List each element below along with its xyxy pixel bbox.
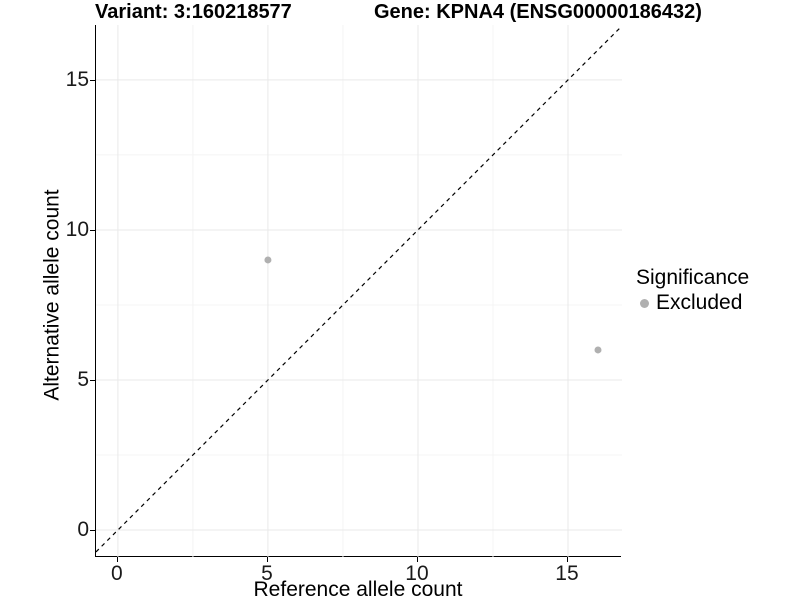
- x-tick-label: 10: [405, 562, 429, 585]
- y-tick-label: 10: [65, 217, 89, 241]
- gene-title: Gene: KPNA4 (ENSG00000186432): [374, 1, 702, 23]
- y-tick-mark: [90, 229, 95, 231]
- y-tick-label: 15: [65, 67, 89, 91]
- plot-canvas: [96, 25, 622, 557]
- x-tick-mark: [566, 557, 568, 562]
- legend: Significance Excluded: [636, 265, 749, 315]
- x-tick-mark: [116, 557, 118, 562]
- x-tick-mark: [416, 557, 418, 562]
- y-tick-mark: [90, 379, 95, 381]
- y-tick-label: 0: [77, 517, 89, 541]
- x-tick-label: 15: [555, 562, 579, 585]
- variant-title: Variant: 3:160218577: [95, 1, 292, 23]
- x-tick-label: 5: [261, 562, 273, 585]
- y-tick-label: 5: [77, 367, 89, 391]
- x-axis-title: Reference allele count: [253, 578, 463, 600]
- data-point: [594, 346, 602, 354]
- legend-key: [636, 295, 653, 312]
- x-tick-label: 0: [111, 562, 123, 585]
- y-tick-mark: [90, 529, 95, 531]
- plot-panel: [95, 25, 622, 557]
- legend-items: Excluded: [636, 291, 749, 315]
- legend-item-label: Excluded: [656, 291, 743, 314]
- legend-item: Excluded: [636, 291, 749, 315]
- legend-title: Significance: [636, 266, 750, 289]
- excluded-point-icon: [640, 298, 649, 308]
- identity-reference-line: [96, 25, 622, 553]
- y-tick-mark: [90, 79, 95, 81]
- x-tick-mark: [266, 557, 268, 562]
- data-point: [264, 256, 272, 264]
